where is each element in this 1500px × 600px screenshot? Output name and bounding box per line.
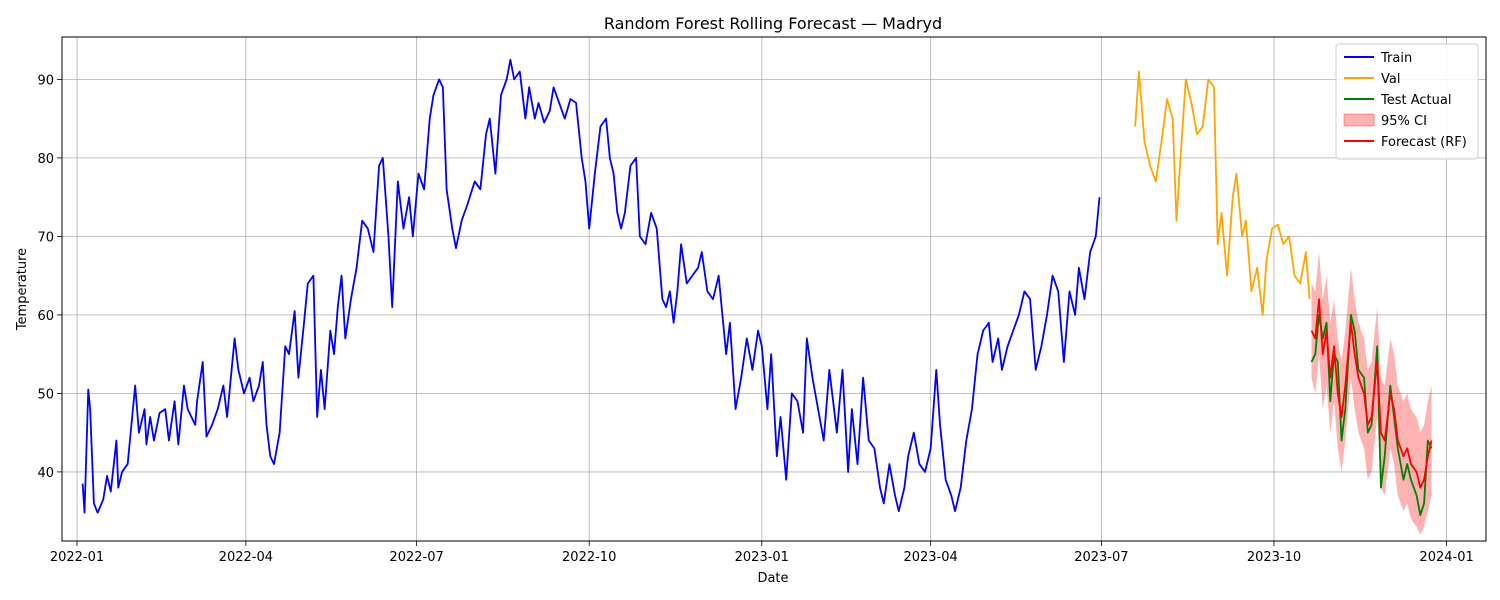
legend-label: Forecast (RF) xyxy=(1381,135,1467,150)
y-axis-label: Temperature xyxy=(15,248,30,331)
y-tick-label: 70 xyxy=(37,230,54,245)
y-tick-label: 40 xyxy=(37,466,54,481)
x-tick-label: 2023-10 xyxy=(1247,550,1301,565)
x-tick-label: 2022-07 xyxy=(389,550,443,565)
series-line-val xyxy=(1134,70,1311,316)
legend-label: Val xyxy=(1381,72,1400,87)
y-tick-label: 80 xyxy=(37,152,54,167)
y-tick-label: 90 xyxy=(37,73,54,88)
series-line-train xyxy=(81,58,1101,514)
legend: Train Val Test Actual 95% CI Forecast (RF) xyxy=(1335,43,1479,160)
confidence-band xyxy=(1311,252,1432,535)
legend-label: Test Actual xyxy=(1380,93,1451,108)
x-axis-label: Date xyxy=(757,571,788,586)
legend-box xyxy=(1335,43,1479,160)
x-tick-label: 2023-04 xyxy=(903,550,957,565)
plot-frame xyxy=(61,36,1487,542)
legend-label: Train xyxy=(1380,51,1412,66)
x-tick-label: 2023-01 xyxy=(735,550,789,565)
ticks: 2022-01 2022-04 2022-07 2022-10 2023-01 2023-… xyxy=(37,73,1473,565)
series-layer xyxy=(81,58,1433,516)
y-tick-label: 50 xyxy=(37,387,54,402)
x-tick-label: 2024-01 xyxy=(1419,550,1473,565)
series-line-test-actual xyxy=(1310,314,1433,516)
legend-label: 95% CI xyxy=(1381,114,1427,129)
grid xyxy=(62,37,1486,541)
x-tick-label: 2022-04 xyxy=(219,550,273,565)
legend-swatch xyxy=(1343,113,1375,127)
x-tick-label: 2022-10 xyxy=(562,550,616,565)
x-tick-label: 2022-01 xyxy=(50,550,104,565)
y-tick-label: 60 xyxy=(37,309,54,324)
confidence-band-layer xyxy=(1311,252,1432,535)
chart-title: Random Forest Rolling Forecast — Madryd xyxy=(604,14,942,33)
series-line-forecast-rf xyxy=(1310,298,1433,489)
x-tick-label: 2023-07 xyxy=(1074,550,1128,565)
